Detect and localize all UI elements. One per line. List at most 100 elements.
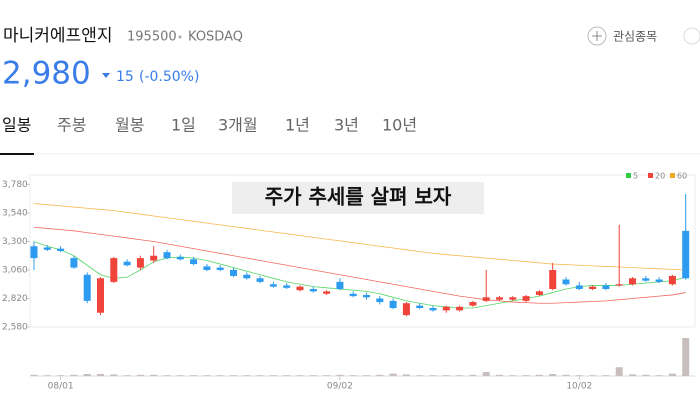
- watch-button[interactable]: 관심종목: [587, 26, 657, 46]
- candle-body: [482, 297, 490, 301]
- annotation-box: [232, 182, 484, 214]
- stock-name: 마니커에프앤지: [3, 26, 112, 46]
- tabs: 일봉 주봉 월봉 1일 3개월 1년 3년 10년: [2, 116, 417, 135]
- volume-bar: [150, 374, 158, 376]
- change-pct: (-0.50%): [139, 69, 199, 85]
- plot: 2,580 2,820 3,060 3,300 3,540 3,780 08/01 09/02…: [2, 172, 690, 392]
- volume-bar: [629, 374, 636, 376]
- candle-body: [176, 256, 184, 260]
- legend-swatch: [648, 173, 653, 178]
- candle-body: [642, 278, 650, 281]
- candle-body: [136, 258, 144, 268]
- volume-bar: [349, 375, 357, 376]
- volume-bar: [83, 374, 91, 376]
- volume-bar: [615, 367, 623, 376]
- volume-bar: [668, 373, 676, 376]
- annotation: 주가 추세를 살펴 보자: [265, 185, 452, 209]
- candle-body: [70, 258, 78, 268]
- candle-body: [602, 285, 610, 289]
- candle-body: [283, 285, 291, 288]
- volume-bar: [682, 338, 690, 376]
- volume-bar: [456, 375, 464, 376]
- x-tick-label: 09/02: [327, 382, 353, 392]
- candle-body: [296, 286, 304, 291]
- x-tick-label: 08/01: [48, 382, 74, 392]
- volume-bar: [376, 374, 384, 376]
- tab[interactable]: 일봉: [2, 116, 31, 135]
- candle-body: [589, 286, 597, 289]
- candle-body: [43, 247, 51, 250]
- candle-body: [363, 294, 370, 298]
- volume-bar: [442, 375, 450, 376]
- volume-bar: [602, 375, 610, 376]
- candle-body: [562, 279, 570, 285]
- volume-bar: [296, 375, 304, 376]
- candle-body: [549, 270, 557, 289]
- volume-bar: [70, 374, 78, 376]
- legend-swatch: [626, 173, 631, 178]
- candle-body: [190, 259, 198, 265]
- candle-body: [97, 278, 104, 313]
- volume-bar: [575, 375, 583, 376]
- candle-body: [336, 281, 344, 289]
- moving-average: [33, 203, 686, 271]
- candle-body: [376, 298, 384, 303]
- candle-body: [309, 289, 317, 292]
- candle-body: [535, 291, 543, 295]
- plus: [592, 31, 602, 41]
- y-tick-label: 2,820: [2, 294, 28, 304]
- candle-body: [110, 258, 118, 282]
- candle-body: [469, 302, 477, 306]
- volume-bar: [402, 374, 410, 376]
- volume-bar: [562, 374, 570, 376]
- market: KOSDAQ: [188, 30, 243, 45]
- legend-swatch: [670, 173, 675, 178]
- volume-bar: [482, 372, 490, 376]
- candle-body: [256, 278, 264, 282]
- more-button[interactable]: [683, 27, 700, 45]
- volume-bar: [163, 375, 171, 376]
- candle-body: [668, 275, 676, 285]
- volume-bar: [43, 375, 51, 376]
- volume-bar: [655, 375, 663, 376]
- tab[interactable]: 월봉: [115, 116, 144, 135]
- y-tick-label: 3,060: [2, 266, 28, 276]
- candle-body: [230, 270, 237, 276]
- candle-body: [442, 306, 450, 311]
- price: 2,980: [2, 56, 91, 92]
- volume-bar: [589, 375, 597, 376]
- volume-bar: [336, 374, 344, 376]
- candle-body: [323, 291, 331, 294]
- candle-body: [216, 267, 224, 270]
- candle-body: [655, 279, 663, 282]
- volume-bar: [190, 375, 198, 376]
- down-arrow: [102, 73, 110, 78]
- tab[interactable]: 주봉: [57, 116, 86, 135]
- volume-bar: [469, 374, 477, 376]
- candle-body: [203, 266, 211, 270]
- candle-body: [615, 284, 623, 286]
- tab[interactable]: 3개월: [218, 116, 258, 135]
- volume-bar: [522, 375, 530, 376]
- volume-bar: [243, 375, 251, 376]
- watch-label[interactable]: 관심종목: [613, 30, 657, 44]
- tab[interactable]: 1일: [171, 116, 196, 135]
- volume-bar: [283, 375, 291, 376]
- candle-body: [402, 303, 410, 316]
- candle-body: [456, 306, 464, 311]
- volume-bar: [203, 375, 211, 376]
- volume-bar: [549, 374, 557, 376]
- tab[interactable]: 10년: [382, 116, 417, 135]
- volume-bar: [323, 375, 331, 376]
- tab[interactable]: 3년: [334, 116, 359, 135]
- candle-body: [123, 261, 131, 266]
- candle-body: [57, 248, 65, 251]
- legend-label: 20: [655, 172, 665, 181]
- volume-bar: [216, 375, 224, 376]
- candle-body: [389, 300, 397, 308]
- volume-bar: [389, 373, 397, 376]
- volume-bar: [429, 375, 437, 376]
- tab[interactable]: 1년: [285, 116, 310, 135]
- stock-code: 195500: [127, 30, 177, 45]
- volume-bar: [57, 375, 65, 376]
